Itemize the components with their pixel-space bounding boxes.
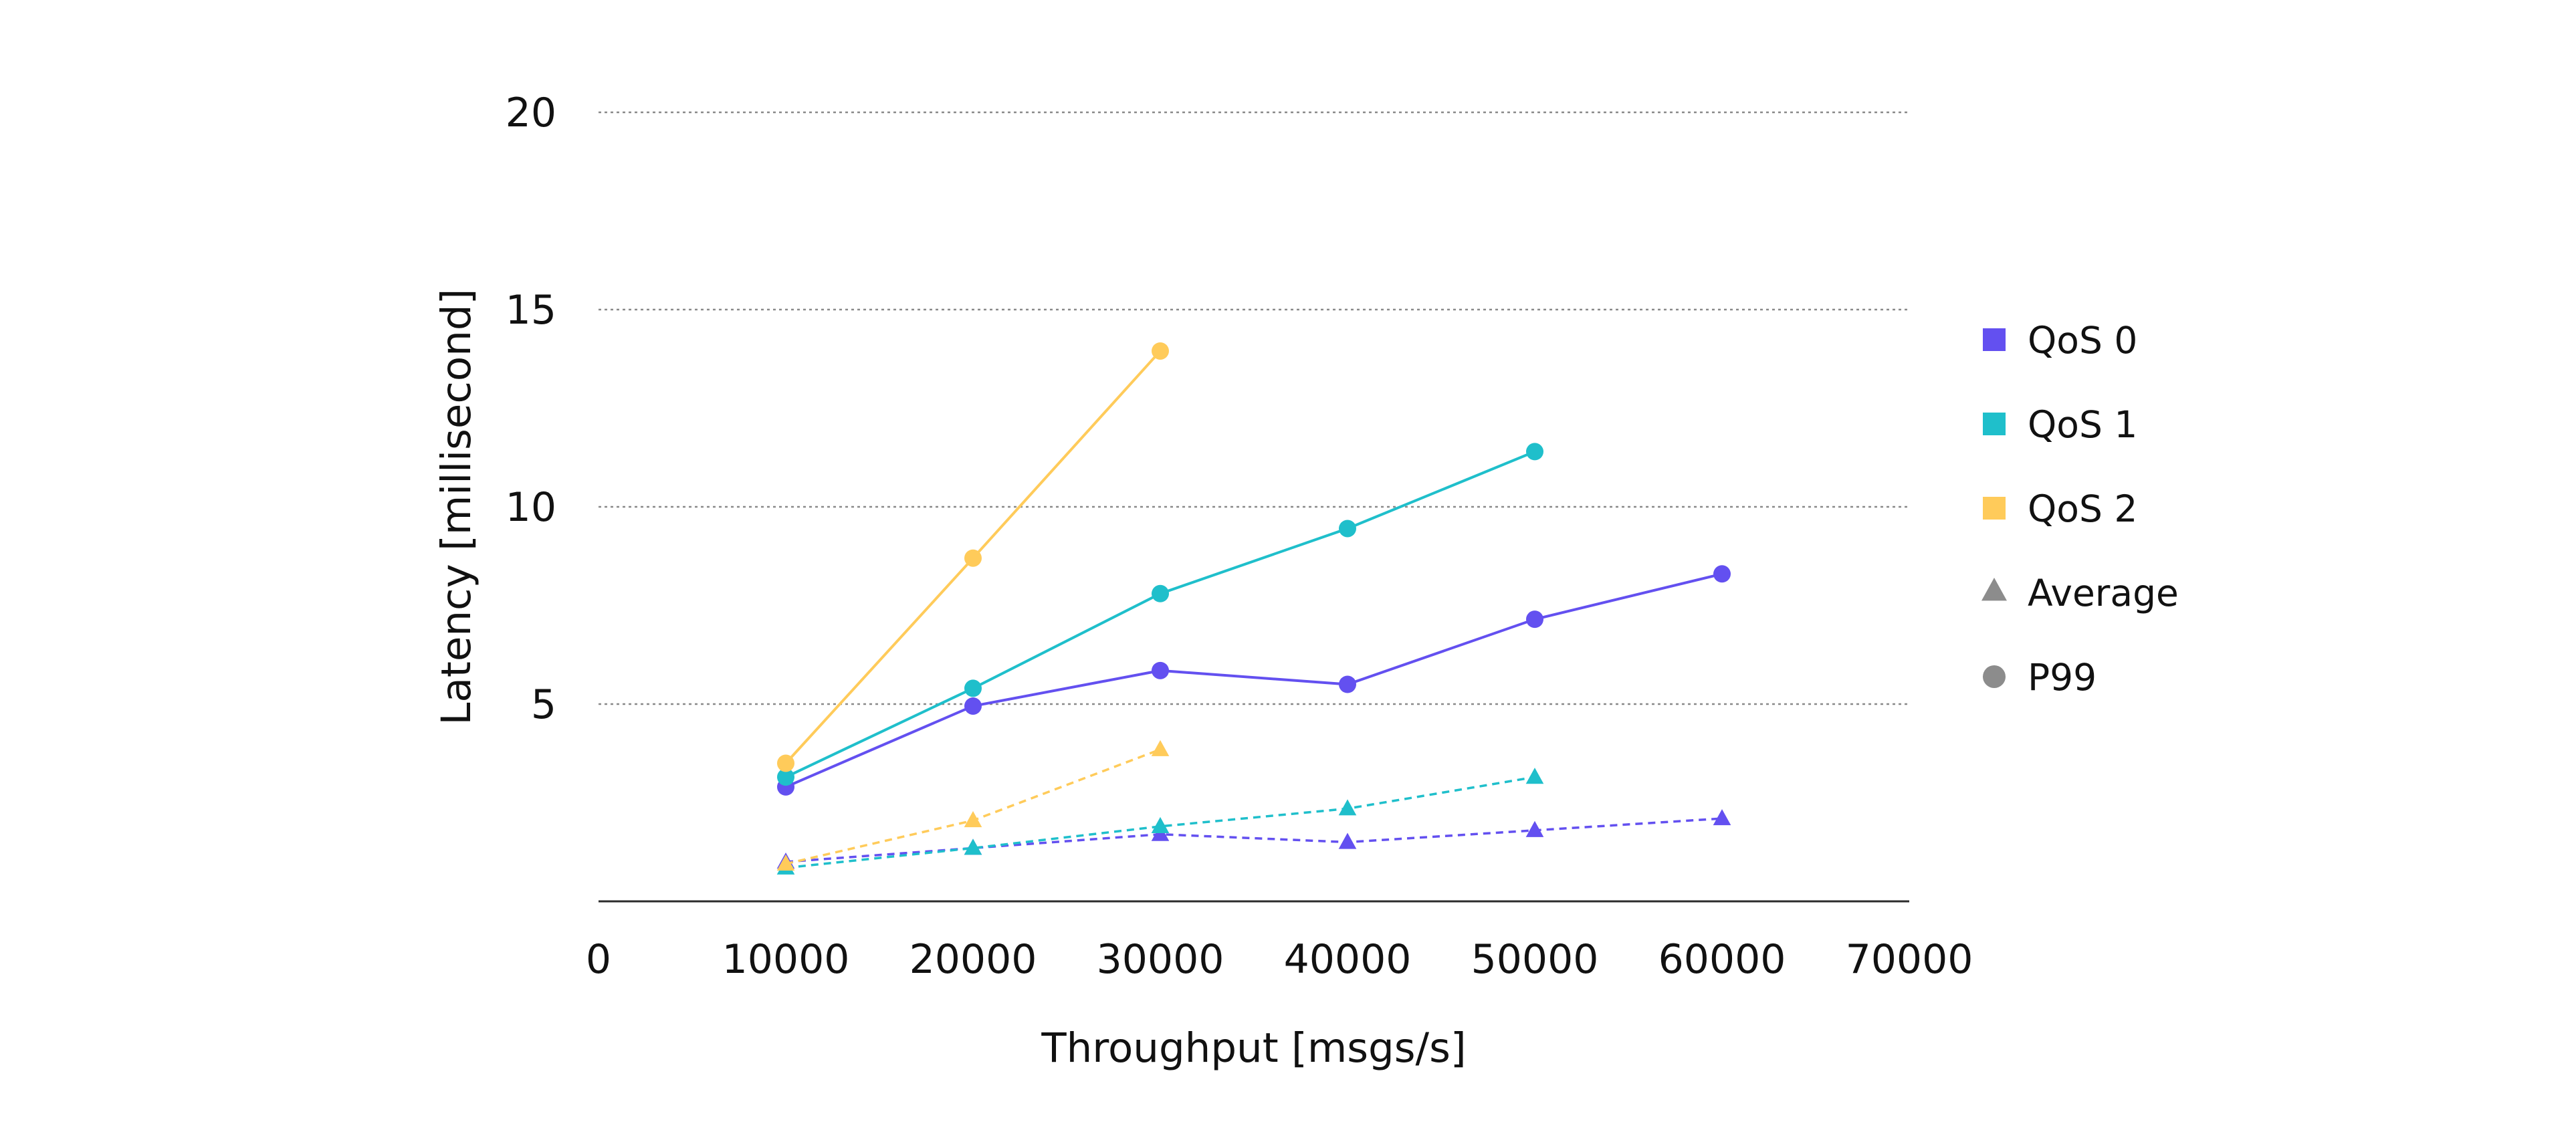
y-tick-label-10: 10 — [506, 484, 556, 531]
series-qos-0-p99 — [777, 565, 1731, 796]
point-qos-1-p99-50000 — [1526, 443, 1543, 461]
legend-item-average: Average — [1981, 572, 2179, 614]
legend-swatch-qos-1 — [1983, 413, 2006, 435]
legend-item-p99: P99 — [1983, 656, 2097, 699]
legend-swatch-p99 — [1983, 665, 2006, 688]
point-qos-0-p99-30000 — [1152, 661, 1169, 679]
legend-label-qos-1: QoS 1 — [2028, 403, 2137, 446]
line-qos-0-average — [785, 817, 1723, 863]
legend-item-qos-0: QoS 0 — [1983, 319, 2137, 362]
point-qos-0-p99-60000 — [1713, 565, 1731, 583]
point-qos-1-p99-30000 — [1152, 584, 1169, 602]
legend-label-qos-0: QoS 0 — [2028, 319, 2137, 362]
point-qos-2-average-20000 — [964, 811, 982, 828]
legend-swatch-qos-0 — [1983, 328, 2006, 351]
point-qos-1-average-40000 — [1338, 799, 1357, 816]
legend-label-p99: P99 — [2028, 656, 2097, 699]
series-qos-2-average — [776, 740, 1170, 871]
point-qos-1-average-50000 — [1525, 768, 1544, 784]
x-tick-label-0: 0 — [586, 936, 611, 983]
y-tick-label-15: 15 — [506, 287, 556, 334]
line-qos-1-p99 — [785, 450, 1535, 778]
legend-swatch-qos-2 — [1983, 497, 2006, 520]
x-tick-labels: 0 10000 20000 30000 40000 50000 60000 70000 — [586, 936, 1973, 983]
x-tick-label-30000: 30000 — [1097, 936, 1224, 983]
x-tick-label-60000: 60000 — [1658, 936, 1786, 983]
legend-item-qos-1: QoS 1 — [1983, 403, 2137, 446]
point-qos-1-average-20000 — [964, 838, 982, 855]
line-qos-0-p99 — [785, 572, 1723, 788]
series-layer — [776, 342, 1731, 875]
line-qos-1-average — [785, 776, 1535, 869]
point-qos-0-average-40000 — [1338, 832, 1357, 849]
y-axis-title: Latency [millisecond] — [433, 289, 480, 725]
x-axis-title: Throughput [msgs/s] — [1041, 1024, 1466, 1072]
x-tick-label-40000: 40000 — [1284, 936, 1412, 983]
point-qos-1-p99-40000 — [1339, 520, 1356, 538]
point-qos-0-average-50000 — [1525, 820, 1544, 837]
series-qos-1-average — [776, 768, 1544, 875]
point-qos-0-p99-50000 — [1526, 610, 1543, 629]
point-qos-2-p99-20000 — [964, 549, 982, 567]
point-qos-1-p99-20000 — [964, 679, 982, 697]
legend-item-qos-2: QoS 2 — [1983, 487, 2137, 530]
point-qos-2-average-10000 — [776, 854, 795, 871]
series-qos-1-p99 — [777, 443, 1543, 786]
point-qos-2-average-30000 — [1151, 740, 1170, 756]
point-qos-2-p99-10000 — [777, 754, 794, 772]
x-tick-label-10000: 10000 — [722, 936, 850, 983]
grid-layer — [599, 111, 1909, 705]
legend-label-qos-2: QoS 2 — [2028, 487, 2137, 530]
y-tick-label-5: 5 — [531, 681, 556, 728]
legend-swatch-average — [1981, 578, 2007, 601]
x-tick-label-70000: 70000 — [1846, 936, 1973, 983]
point-qos-0-average-60000 — [1713, 809, 1731, 826]
y-tick-labels: 5 10 15 20 — [506, 90, 556, 728]
series-qos-2-p99 — [777, 342, 1169, 772]
point-qos-1-average-30000 — [1151, 816, 1170, 833]
point-qos-2-p99-30000 — [1152, 342, 1169, 360]
point-qos-0-p99-20000 — [964, 697, 982, 715]
legend-label-average: Average — [2028, 572, 2179, 614]
x-tick-label-20000: 20000 — [909, 936, 1037, 983]
x-tick-label-50000: 50000 — [1471, 936, 1599, 983]
point-qos-1-p99-10000 — [777, 768, 794, 786]
legend: QoS 0 QoS 1 QoS 2 Average P99 — [1981, 319, 2179, 699]
point-qos-0-p99-40000 — [1339, 675, 1356, 693]
y-tick-label-20: 20 — [506, 90, 556, 136]
